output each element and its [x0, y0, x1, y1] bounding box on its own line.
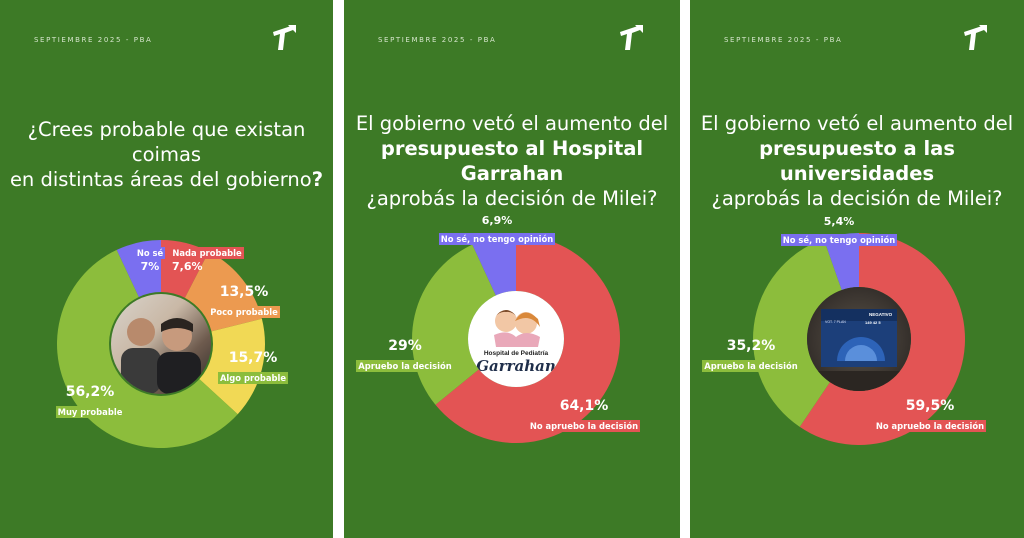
- label-no-se: 6,9% No sé, no tengo opinión: [432, 214, 562, 246]
- brand-logo-icon: [964, 25, 987, 50]
- question-line: ¿aprobás la decisión de Milei?: [711, 187, 1003, 210]
- panel-universidades: SEPTIEMBRE 2025 - PBA El gobierno vetó e…: [690, 0, 1024, 538]
- hospital-garrahan-logo: Hospital de Pediatría Garrahan: [468, 291, 564, 387]
- brand-logo-icon: [620, 25, 643, 50]
- slice-label: No sé: [134, 247, 166, 259]
- slice-value: 29%: [388, 338, 422, 354]
- slice-no-s-no-tengo-opini-n: [472, 235, 516, 296]
- slice-label: No sé, no tengo opinión: [780, 234, 898, 246]
- slice-label: Apruebo la decisión: [702, 360, 800, 372]
- label-no-se: No sé 7%: [133, 241, 167, 273]
- question-segment-bold: ?: [311, 168, 324, 191]
- label-muy-probable: 56,2% Muy probable: [52, 384, 128, 419]
- screen-numbers: 149 42 5: [865, 320, 881, 325]
- slice-label: Poco probable: [208, 306, 280, 318]
- question-line: El gobierno vetó el aumento del: [700, 112, 1014, 135]
- slice-label: Nada probable: [170, 247, 244, 259]
- slice-label: Algo probable: [217, 372, 289, 384]
- slice-value: 56,2%: [65, 384, 115, 400]
- slice-value: 35,2%: [726, 338, 776, 354]
- panel-garrahan: SEPTIEMBRE 2025 - PBA El gobierno vetó e…: [344, 0, 680, 538]
- slice-muy-probable: [57, 249, 238, 448]
- panel-header: SEPTIEMBRE 2025 - PBA: [34, 36, 153, 44]
- slice-label: Apruebo la decisión: [356, 360, 454, 372]
- question-line: ¿aprobás la decisión de Milei?: [366, 187, 658, 210]
- question-line: El gobierno vetó el aumento del: [355, 112, 669, 135]
- slice-value: 64,1%: [559, 398, 609, 414]
- question-text: El gobierno vetó el aumento del presupue…: [696, 111, 1018, 211]
- logo-text-name: Garrahan: [476, 357, 556, 375]
- slice-algo-probable: [199, 318, 265, 415]
- garrahan-children-icon: [494, 310, 540, 347]
- brand-logo-icon: [273, 25, 296, 50]
- photo-illustration-icon: [121, 318, 201, 394]
- vote-screen-icon: [807, 309, 911, 391]
- label-algo-probable: 15,7% Algo probable: [213, 350, 293, 385]
- slice-value: 5,4%: [823, 215, 855, 228]
- label-nada-probable: Nada probable 7,6%: [166, 241, 248, 273]
- slice-value: 15,7%: [228, 350, 278, 366]
- congress-vote-screen-photo: NEGATIVO VOT. 7 PLAN 149 42 5: [807, 287, 911, 391]
- question-text: ¿Crees probable que existan coimas en di…: [6, 117, 327, 192]
- slice-label: No apruebo la decisión: [527, 420, 641, 432]
- panel-header: SEPTIEMBRE 2025 - PBA: [724, 36, 843, 44]
- photo-two-men: [111, 294, 211, 394]
- question-line: en distintas áreas del gobierno?: [6, 167, 327, 192]
- slice-value: 6,9%: [481, 214, 513, 227]
- question-line-bold: presupuesto a las universidades: [759, 137, 955, 185]
- slice-label: Muy probable: [55, 406, 125, 418]
- slice-value: 7%: [140, 260, 160, 273]
- logo-text-line: Hospital de Pediatría: [483, 350, 549, 357]
- screen-left-text: VOT. 7 PLAN: [825, 320, 846, 324]
- label-poco-probable: 13,5% Poco probable: [206, 284, 282, 319]
- question-segment: en distintas áreas del gobierno: [9, 168, 312, 191]
- label-apruebo: 35,2% Apruebo la decisión: [700, 338, 802, 373]
- slice-label: No sé, no tengo opinión: [438, 233, 556, 245]
- panel-coimas: SEPTIEMBRE 2025 - PBA ¿Crees probable qu…: [0, 0, 333, 538]
- question-line: ¿Crees probable que existan coimas: [27, 118, 306, 166]
- panel-header: SEPTIEMBRE 2025 - PBA: [378, 36, 497, 44]
- slice-value: 7,6%: [172, 260, 203, 273]
- slice-no-apruebo-la-decisi-n: [799, 233, 965, 446]
- donut-chart: [753, 233, 965, 446]
- donut-chart: [412, 235, 620, 443]
- slice-no-apruebo-la-decisi-n: [435, 235, 620, 443]
- slice-value: 13,5%: [219, 284, 269, 300]
- label-no-apruebo: 59,5% No apruebo la decisión: [866, 398, 994, 433]
- slice-label: No apruebo la decisión: [873, 420, 987, 432]
- screen-title: NEGATIVO: [869, 312, 893, 317]
- label-no-apruebo: 64,1% No apruebo la decisión: [520, 398, 648, 433]
- slice-value: 59,5%: [905, 398, 955, 414]
- label-no-se: 5,4% No sé, no tengo opinión: [774, 215, 904, 247]
- question-text: El gobierno vetó el aumento del presupue…: [350, 111, 674, 211]
- donut-slices: [753, 233, 965, 446]
- slice-apruebo-la-decisi-n: [753, 239, 842, 427]
- slice-no-s-no-tengo-opini-n: [823, 233, 859, 290]
- label-apruebo: 29% Apruebo la decisión: [354, 338, 456, 373]
- question-line-bold: presupuesto al Hospital Garrahan: [380, 137, 644, 185]
